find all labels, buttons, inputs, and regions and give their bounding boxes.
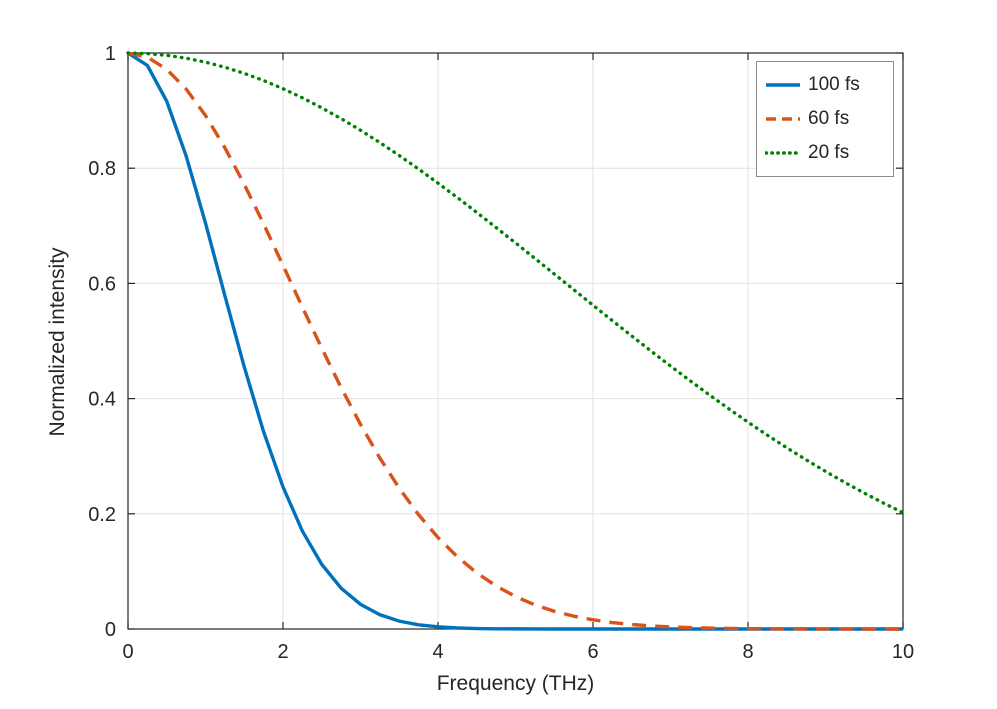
legend-line-sample — [766, 117, 800, 121]
legend-label: 60 fs — [808, 108, 850, 129]
x-tick-label: 10 — [892, 641, 914, 663]
y-tick-label: 0.6 — [88, 273, 116, 295]
series-line-20-fs — [126, 51, 905, 515]
legend-entry-60-fs: 60 fs — [765, 102, 887, 136]
x-tick-label: 4 — [432, 641, 443, 663]
legend-label: 100 fs — [808, 74, 860, 95]
legend-label: 20 fs — [808, 142, 850, 163]
y-tick-label: 0.8 — [88, 158, 116, 180]
legend-line-sample — [766, 83, 800, 87]
legend: 100 fs 60 fs 20 fs — [756, 61, 894, 177]
legend-line-sample — [765, 151, 801, 155]
y-tick-label: 0.4 — [88, 389, 116, 411]
x-tick-label: 2 — [277, 641, 288, 663]
y-tick-label: 1 — [105, 43, 116, 65]
x-tick-label: 8 — [742, 641, 753, 663]
legend-entry-20-fs: 20 fs — [765, 136, 887, 170]
x-tick-label: 0 — [122, 641, 133, 663]
y-axis-label: Normalized intensity — [46, 247, 69, 437]
y-tick-label: 0.2 — [88, 504, 116, 526]
legend-entry-100-fs: 100 fs — [765, 68, 887, 102]
x-axis-label: Frequency (THz) — [436, 672, 595, 695]
x-tick-label: 6 — [587, 641, 598, 663]
y-tick-label: 0 — [105, 619, 116, 641]
series-line-60-fs — [127, 51, 903, 631]
